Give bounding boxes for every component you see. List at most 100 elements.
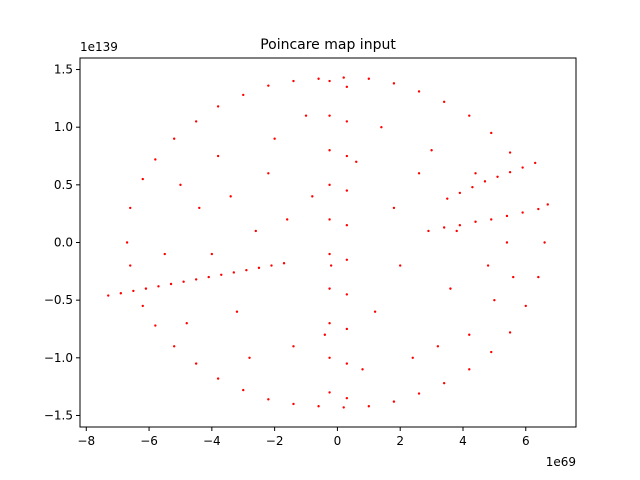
scatter-point — [311, 195, 314, 198]
y-tick-label: 1.0 — [54, 120, 73, 134]
scatter-point — [273, 137, 276, 140]
y-tick-label: 0.0 — [54, 236, 73, 250]
scatter-point — [521, 166, 524, 169]
y-offset-label: 1e139 — [80, 40, 118, 54]
scatter-point — [254, 229, 257, 233]
scatter-point — [328, 252, 331, 256]
ticks-layer: −8 −6 −4 −2 0 2 4 6 −1.5 −1.0 −0.5 0.0 0.5 1.0 1.5 — [44, 63, 530, 448]
scatter-point — [455, 229, 458, 233]
y-tick-label: 1.5 — [54, 63, 73, 77]
scatter-point — [328, 322, 331, 325]
scatter-point — [132, 289, 135, 293]
scatter-point — [328, 356, 331, 360]
scatter-point — [483, 180, 487, 183]
scatter-point — [267, 84, 270, 87]
scatter-point — [373, 310, 377, 313]
x-tick-label: 4 — [459, 434, 467, 448]
scatter-point — [512, 275, 515, 279]
chart-title: Poincare map input — [260, 37, 396, 53]
scatter-point — [411, 356, 414, 360]
scatter-point — [521, 211, 524, 214]
scatter-point — [468, 333, 471, 336]
scatter-point — [257, 266, 261, 270]
scatter-point — [216, 377, 220, 380]
scatter-point — [216, 105, 220, 108]
scatter-point — [323, 333, 327, 336]
scatter-point — [220, 273, 223, 276]
scatter-point — [235, 310, 239, 313]
scatter-point — [468, 114, 471, 117]
scatter-point — [345, 293, 349, 296]
y-tick-label: −1.0 — [44, 351, 73, 365]
scatter-point — [342, 76, 345, 79]
scatter-point — [442, 226, 446, 229]
x-tick-label: 0 — [334, 434, 342, 448]
scatter-point — [355, 160, 358, 163]
scatter-point — [172, 345, 176, 348]
scatter-point — [458, 191, 462, 195]
scatter-point — [508, 151, 512, 154]
scatter-point — [328, 391, 331, 394]
scatter-point — [270, 264, 273, 267]
scatter-point — [380, 125, 383, 129]
scatter-point — [367, 405, 371, 408]
scatter-point — [229, 195, 232, 198]
x-tick-label: −6 — [140, 434, 158, 448]
scatter-point — [194, 362, 198, 365]
scatter-point — [119, 292, 123, 295]
scatter-point — [342, 406, 345, 409]
scatter-point — [490, 350, 493, 354]
scatter-point — [345, 362, 349, 365]
scatter-point — [474, 220, 477, 223]
scatter-point — [292, 79, 295, 83]
scatter-point — [210, 252, 214, 256]
scatter-point — [172, 137, 176, 140]
scatter-point — [242, 93, 245, 97]
scatter-point — [304, 114, 308, 117]
scatter-point — [417, 392, 421, 395]
scatter-point — [436, 345, 440, 348]
scatter-point — [129, 264, 132, 267]
scatter-point — [524, 304, 527, 308]
scatter-point — [490, 218, 493, 221]
scatter-point — [107, 294, 110, 297]
y-tick-label: 0.5 — [54, 178, 73, 192]
scatter-point — [490, 131, 493, 135]
scatter-point — [328, 79, 331, 83]
scatter-point — [392, 82, 396, 85]
scatter-point — [328, 114, 331, 117]
scatter-point — [361, 368, 364, 371]
scatter-point — [292, 402, 295, 406]
scatter-point — [533, 161, 537, 165]
scatter-point — [141, 304, 144, 308]
scatter-point — [508, 170, 512, 174]
x-tick-label: 6 — [522, 434, 530, 448]
scatter-point — [458, 224, 462, 227]
scatter-point — [345, 189, 349, 192]
scatter-point — [207, 275, 210, 279]
scatter-point — [392, 400, 396, 403]
scatter-point — [141, 177, 144, 181]
scatter-point — [185, 322, 188, 325]
scatter-point — [329, 264, 333, 267]
x-tick-label: −2 — [266, 434, 284, 448]
scatter-point — [129, 206, 132, 210]
scatter-point — [317, 405, 320, 408]
scatter-point — [505, 241, 509, 244]
plot-frame — [79, 57, 577, 428]
scatter-point — [292, 345, 295, 348]
scatter-point — [345, 154, 349, 158]
scatter-point — [144, 287, 148, 290]
scatter-point — [194, 278, 198, 281]
scatter-point — [417, 90, 421, 93]
scatter-point — [442, 100, 446, 104]
scatter-point — [245, 268, 248, 272]
scatter-point — [474, 172, 477, 175]
scatter-point — [537, 275, 540, 279]
scatter-point — [471, 185, 474, 189]
scatter-point — [328, 218, 331, 221]
scatter-point — [232, 271, 236, 274]
scatter-point — [267, 398, 270, 401]
scatter-point — [248, 356, 251, 360]
scatter-point — [537, 207, 540, 211]
